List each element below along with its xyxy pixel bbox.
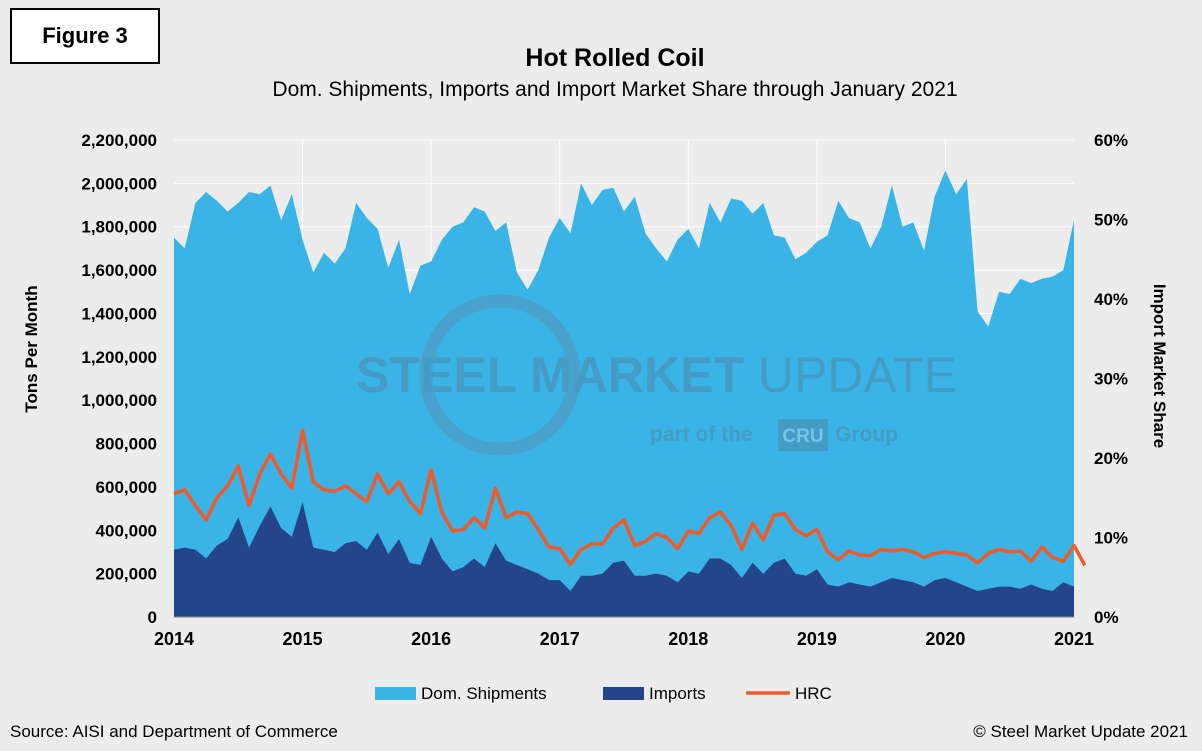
- watermark: STEEL MARKET UPDATE part of the CRU Grou…: [356, 294, 957, 456]
- y-tick-label: 1,800,000: [81, 218, 157, 237]
- axes: 0 200,000 400,000 600,000 800,000 1,000,000 1,…: [81, 131, 1128, 649]
- area-series: [174, 170, 1074, 617]
- y2-tick-label: 60%: [1094, 131, 1128, 150]
- x-tick-label: 2017: [540, 629, 580, 649]
- y2-axis-title: Import Market Share: [1150, 284, 1169, 448]
- legend-label-imports: Imports: [649, 684, 706, 703]
- watermark-ring-icon: [419, 294, 581, 456]
- chart-subtitle: Dom. Shipments, Imports and Import Marke…: [272, 78, 957, 101]
- watermark-title: STEEL MARKET UPDATE: [356, 347, 957, 403]
- y-tick-label: 200,000: [96, 565, 157, 584]
- area-dom-shipments: [174, 170, 1074, 617]
- chart-title: Hot Rolled Coil: [525, 44, 704, 72]
- legend-swatch-imports: [603, 687, 644, 700]
- watermark-group: Group: [835, 423, 898, 446]
- y2-tick-label: 20%: [1094, 449, 1128, 468]
- watermark-subtitle: part of the: [650, 423, 753, 446]
- x-tick-label: 2014: [154, 629, 194, 649]
- line-series: [173, 428, 1087, 567]
- y-tick-label: 2,200,000: [81, 131, 157, 150]
- x-tick-label: 2019: [797, 629, 837, 649]
- y-tick-label: 600,000: [96, 478, 157, 497]
- y-tick-label: 1,200,000: [81, 348, 157, 367]
- legend-label-hrc: HRC: [795, 684, 832, 703]
- x-tick-label: 2021: [1054, 629, 1094, 649]
- y-tick-label: 400,000: [96, 521, 157, 540]
- x-tick-label: 2015: [283, 629, 323, 649]
- y2-tick-label: 30%: [1094, 370, 1128, 389]
- cru-logo-text: CRU: [782, 426, 823, 447]
- y-axis-title: Tons Per Month: [22, 285, 41, 412]
- y2-tick-label: 10%: [1094, 529, 1128, 548]
- y2-tick-label: 50%: [1094, 211, 1128, 230]
- legend-label-dom-shipments: Dom. Shipments: [421, 684, 547, 703]
- y-tick-label: 1,000,000: [81, 391, 157, 410]
- area-imports: [174, 502, 1074, 617]
- line-hrc: [173, 428, 1087, 567]
- y-tick-label: 2,000,000: [81, 174, 157, 193]
- source-note: Source: AISI and Department of Commerce: [10, 722, 338, 741]
- x-tick-label: 2016: [411, 629, 451, 649]
- copyright-note: © Steel Market Update 2021: [973, 722, 1188, 741]
- y-tick-label: 1,400,000: [81, 304, 157, 323]
- y2-tick-label: 0%: [1094, 608, 1119, 627]
- legend: Dom. Shipments Imports HRC: [375, 684, 832, 703]
- y-tick-label: 800,000: [96, 435, 157, 454]
- y-tick-label: 1,600,000: [81, 261, 157, 280]
- figure-label: Figure 3: [10, 8, 160, 64]
- y2-tick-label: 40%: [1094, 290, 1128, 309]
- cru-logo-icon: [778, 419, 828, 451]
- legend-swatch-dom-shipments: [375, 687, 416, 700]
- y-tick-label: 0: [148, 608, 157, 627]
- x-tick-label: 2020: [925, 629, 965, 649]
- x-tick-label: 2018: [668, 629, 708, 649]
